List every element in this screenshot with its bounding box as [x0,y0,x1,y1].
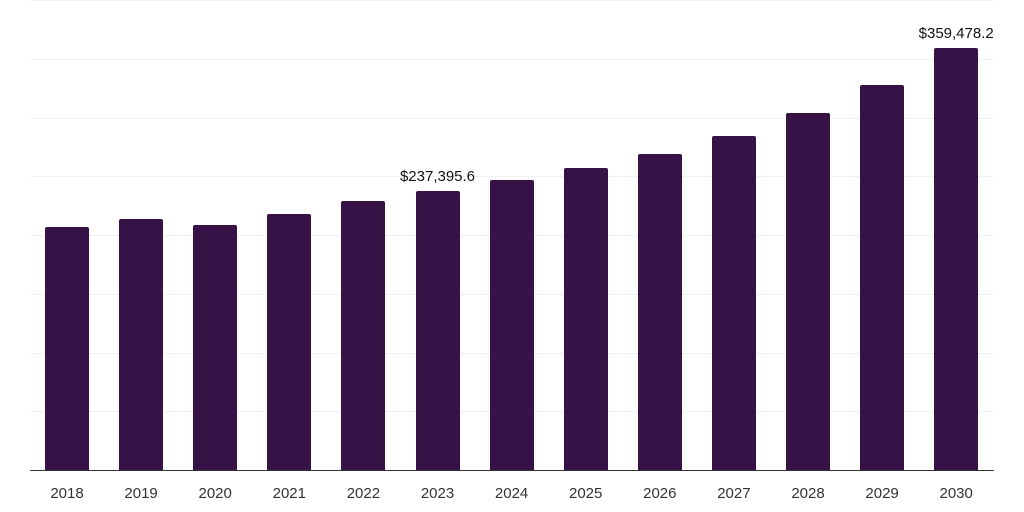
bar-2024 [489,180,534,470]
x-tick-label: 2026 [643,485,677,502]
x-tick-label: 2021 [272,485,306,502]
bar-2022 [341,201,386,470]
gridline [30,176,994,177]
bar-2021 [267,214,312,470]
x-tick-label: 2028 [791,485,825,502]
bar-2028 [786,112,830,470]
bar-2030 [934,47,979,470]
bar-2026 [637,154,682,470]
bar-2019 [119,219,164,470]
bar-2018 [45,227,89,470]
x-tick-label: 2023 [420,485,455,502]
bar-2020 [193,225,238,470]
gridline [30,0,994,1]
bar-2027 [711,135,756,470]
bar-2029 [860,84,905,470]
x-tick-label: 2025 [569,485,603,502]
x-tick-label: 2019 [124,485,158,502]
x-tick-label: 2027 [717,485,751,502]
x-axis-line [30,470,994,471]
x-tick-label: 2020 [198,485,232,502]
bar-2023 [415,191,460,470]
x-tick-label: 2022 [346,485,381,502]
x-tick-label: 2018 [50,485,84,502]
gridline [30,59,994,60]
data-label: $359,478.2 [918,24,994,42]
x-tick-label: 2029 [865,485,899,502]
gridline [30,118,994,119]
x-tick-label: 2024 [494,485,529,502]
data-label: $237,395.6 [399,168,476,186]
x-tick-label: 2030 [939,485,973,502]
bar-2025 [563,168,608,470]
